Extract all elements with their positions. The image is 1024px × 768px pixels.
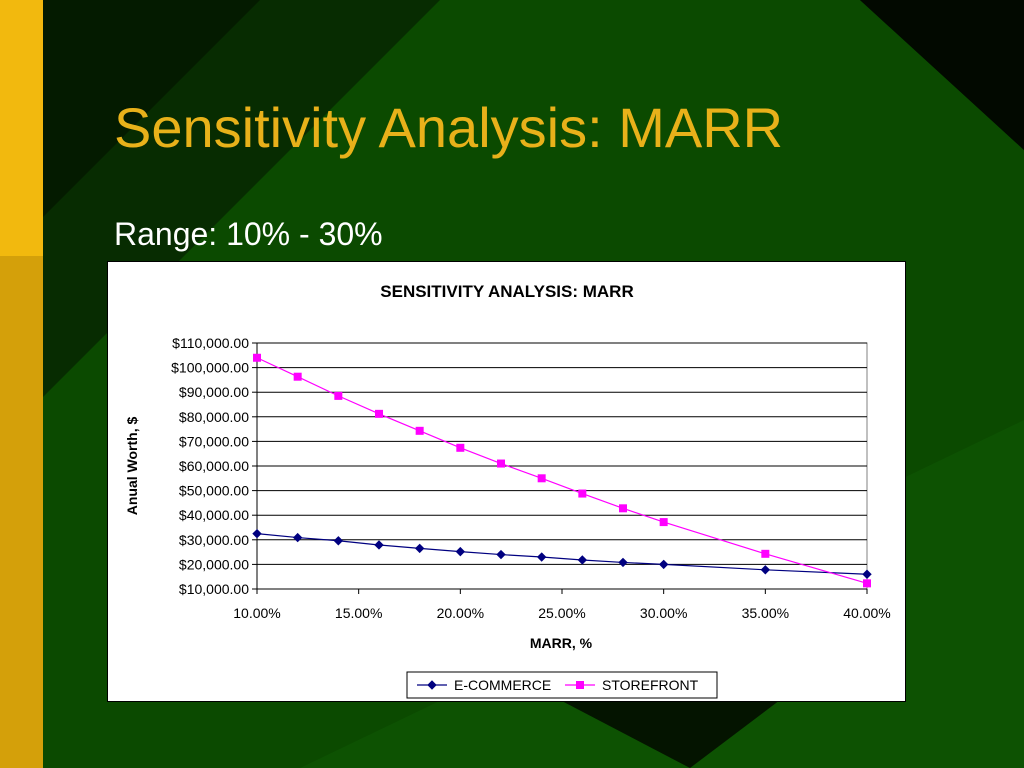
- data-point-e-commerce: [455, 546, 466, 557]
- legend-marker-storefront: [576, 681, 584, 689]
- slide-subtitle: Range: 10% - 30%: [114, 216, 383, 252]
- line-chart: SENSITIVITY ANALYSIS: MARR $10,000.00 $20…: [124, 282, 891, 699]
- x-tick-label: 10.00%: [233, 605, 280, 621]
- data-point-e-commerce: [374, 540, 384, 550]
- data-point-e-commerce: [333, 536, 344, 546]
- data-point-e-commerce: [658, 559, 669, 570]
- data-point-e-commerce: [618, 557, 628, 568]
- data-point-e-commerce: [862, 569, 872, 579]
- data-point-storefront: [253, 353, 261, 362]
- data-point-storefront: [334, 391, 343, 400]
- y-tick-label: $70,000.00: [179, 433, 249, 449]
- x-axis-label: MARR, %: [530, 635, 593, 651]
- x-tick-label: 35.00%: [742, 605, 789, 621]
- data-point-storefront: [415, 426, 424, 435]
- x-tick-label: 30.00%: [640, 605, 687, 621]
- y-tick-label: $100,000.00: [171, 360, 249, 376]
- legend: E-COMMERCE STOREFRONT: [406, 671, 718, 699]
- data-point-storefront: [497, 459, 505, 468]
- data-point-storefront: [863, 579, 871, 588]
- legend-box: [406, 671, 718, 699]
- y-tick-label: $60,000.00: [179, 458, 249, 474]
- legend-entry-storefront: STOREFRONT: [602, 677, 699, 693]
- y-tick-label: $30,000.00: [179, 532, 249, 548]
- data-point-e-commerce: [577, 555, 588, 565]
- y-tick-label: $90,000.00: [179, 384, 249, 400]
- y-tick-label: $40,000.00: [179, 507, 249, 523]
- data-point-e-commerce: [760, 565, 771, 575]
- y-tick-label: $10,000.00: [179, 581, 249, 597]
- series-storefront: [253, 353, 871, 588]
- x-tick-label: 15.00%: [335, 605, 382, 621]
- accent-bar-top: [0, 0, 43, 256]
- y-tick-label: $20,000.00: [179, 556, 249, 572]
- data-point-storefront: [619, 504, 627, 513]
- series-e-commerce: [252, 528, 872, 579]
- y-tick-label: $80,000.00: [179, 409, 249, 425]
- x-tick-label: 25.00%: [538, 605, 585, 621]
- data-point-e-commerce: [496, 549, 506, 560]
- y-axis-label: Anual Worth, $: [124, 417, 140, 516]
- y-tick-label: $50,000.00: [179, 483, 249, 499]
- accent-bar-bottom: [0, 256, 43, 768]
- slide-title: Sensitivity Analysis: MARR: [114, 96, 784, 159]
- legend-entry-e-commerce: E-COMMERCE: [454, 677, 551, 693]
- chart-title: SENSITIVITY ANALYSIS: MARR: [380, 282, 633, 301]
- legend-marker-e-commerce: [427, 680, 437, 690]
- data-point-e-commerce: [536, 552, 547, 562]
- data-point-e-commerce: [292, 532, 303, 543]
- y-tick-label: $110,000.00: [172, 335, 249, 351]
- data-point-storefront: [761, 549, 770, 558]
- data-point-storefront: [293, 372, 302, 381]
- chart-panel: SENSITIVITY ANALYSIS: MARR $10,000.00 $20…: [107, 261, 906, 702]
- x-tick-label: 20.00%: [437, 605, 484, 621]
- data-point-storefront: [537, 474, 546, 483]
- data-point-e-commerce: [414, 543, 425, 554]
- data-point-storefront: [659, 518, 668, 527]
- data-point-e-commerce: [252, 528, 262, 539]
- data-point-storefront: [578, 489, 587, 498]
- data-point-storefront: [456, 443, 465, 452]
- data-point-storefront: [375, 409, 383, 418]
- x-tick-label: 40.00%: [843, 605, 890, 621]
